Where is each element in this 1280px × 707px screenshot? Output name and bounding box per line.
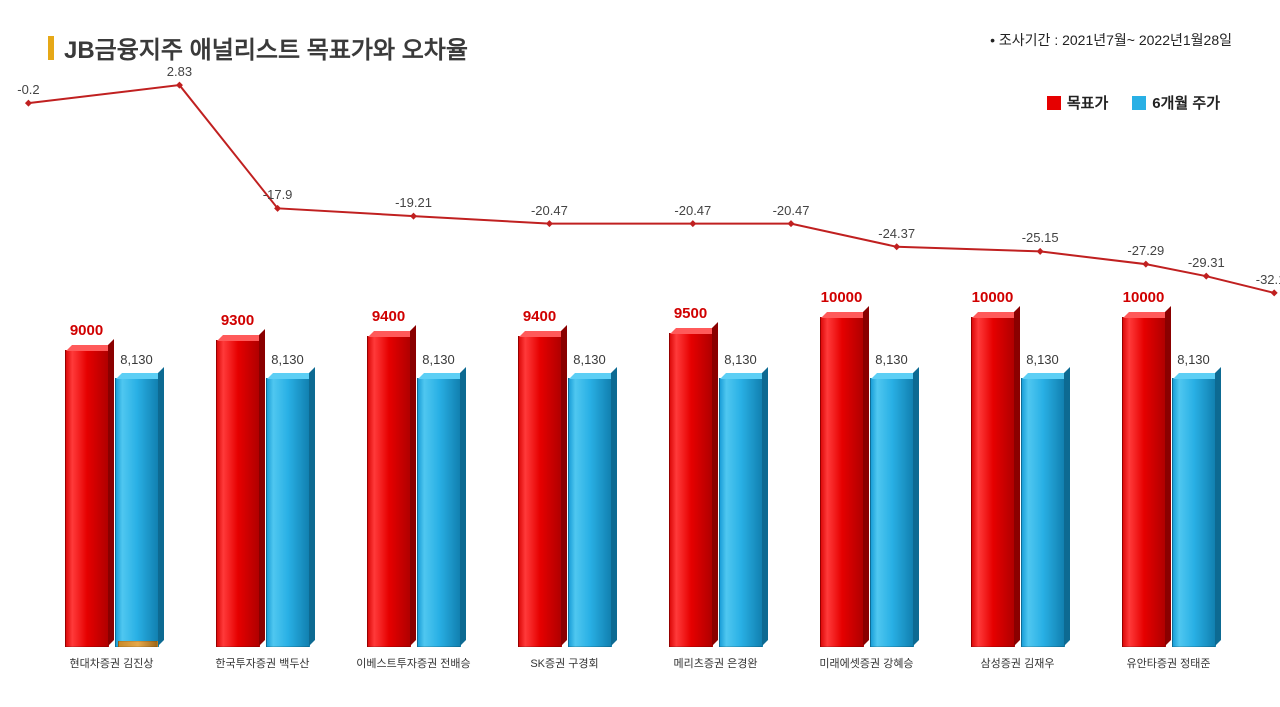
title-accent-marker	[48, 36, 54, 60]
error-rate-value-label: 2.83	[167, 64, 192, 79]
x-axis-label: 현대차증권 김진상	[36, 655, 187, 671]
bar-stub-orange	[118, 641, 158, 647]
error-rate-value-label: -25.15	[1022, 230, 1059, 245]
bar-target: 9400	[367, 336, 411, 647]
bar-chart-area: 90008,13093008,13094008,13094008,1309500…	[36, 300, 1244, 647]
bar-target-label: 10000	[821, 289, 863, 306]
bar-stock: 8,130	[870, 378, 914, 647]
bar-stock-label: 8,130	[875, 352, 908, 367]
bar-stock-label: 8,130	[573, 352, 606, 367]
bar-stock: 8,130	[115, 378, 159, 647]
x-axis-label: SK증권 구경회	[489, 655, 640, 671]
bar-stock-label: 8,130	[422, 352, 455, 367]
error-rate-value-label: -20.47	[674, 203, 711, 218]
bar-groups: 90008,13093008,13094008,13094008,1309500…	[36, 300, 1244, 647]
bar-group: 93008,130	[187, 300, 338, 647]
chart-title: JB금융지주 애널리스트 목표가와 오차율	[64, 30, 468, 65]
error-rate-marker	[410, 213, 417, 220]
bar-target: 9400	[518, 336, 562, 647]
x-axis-labels: 현대차증권 김진상한국투자증권 백두산이베스트투자증권 전배승SK증권 구경회메…	[36, 655, 1244, 671]
error-rate-value-label: -0.2	[17, 82, 39, 97]
error-rate-line-chart	[36, 80, 1244, 320]
bar-target: 9000	[65, 350, 109, 647]
bar-target: 10000	[971, 317, 1015, 647]
bar-target-label: 9400	[523, 308, 556, 325]
x-axis-label: 메리츠증권 은경완	[640, 655, 791, 671]
bar-target-label: 10000	[1123, 289, 1165, 306]
bar-group: 100008,130	[791, 300, 942, 647]
error-rate-marker	[546, 220, 553, 227]
bar-target: 9500	[669, 333, 713, 647]
error-rate-marker	[689, 220, 696, 227]
error-rate-value-label: -17.9	[263, 187, 293, 202]
survey-period-text: 조사기간 : 2021년7월~ 2022년1월28일	[999, 32, 1232, 48]
error-rate-marker	[1271, 289, 1278, 296]
bar-target-label: 9400	[372, 308, 405, 325]
x-axis-label: 이베스트투자증권 전배승	[338, 655, 489, 671]
bar-target-label: 10000	[972, 289, 1014, 306]
bar-target: 10000	[820, 317, 864, 647]
bar-stock-label: 8,130	[724, 352, 757, 367]
bar-target-label: 9500	[674, 305, 707, 322]
bar-group: 94008,130	[338, 300, 489, 647]
error-rate-value-label: -27.29	[1127, 243, 1164, 258]
x-axis-label: 한국투자증권 백두산	[187, 655, 338, 671]
error-rate-value-label: -19.21	[395, 195, 432, 210]
x-axis-label: 미래에셋증권 강혜승	[791, 655, 942, 671]
bar-stock: 8,130	[1021, 378, 1065, 647]
bar-target-label: 9000	[70, 322, 103, 339]
bar-target-label: 9300	[221, 312, 254, 329]
bar-stock: 8,130	[266, 378, 310, 647]
bar-stock-label: 8,130	[271, 352, 304, 367]
x-axis-label: 삼성증권 김재우	[942, 655, 1093, 671]
error-rate-value-label: -29.31	[1188, 255, 1225, 270]
bar-stock: 8,130	[568, 378, 612, 647]
bar-target: 10000	[1122, 317, 1166, 647]
error-rate-line	[28, 85, 1274, 293]
error-rate-value-label: -20.47	[773, 203, 810, 218]
bar-stock-label: 8,130	[120, 352, 153, 367]
bar-stock: 8,130	[417, 378, 461, 647]
error-rate-marker	[25, 100, 32, 107]
error-rate-marker	[893, 243, 900, 250]
error-rate-value-label: -24.37	[878, 226, 915, 241]
bar-group: 100008,130	[942, 300, 1093, 647]
bar-target: 9300	[216, 340, 260, 647]
error-rate-marker	[788, 220, 795, 227]
error-rate-marker	[1142, 261, 1149, 268]
error-rate-value-label: -20.47	[531, 203, 568, 218]
bar-group: 90008,130	[36, 300, 187, 647]
error-rate-marker	[1037, 248, 1044, 255]
bar-stock-label: 8,130	[1177, 352, 1210, 367]
error-rate-value-label: -32.13	[1256, 272, 1280, 287]
survey-period: • 조사기간 : 2021년7월~ 2022년1월28일	[990, 30, 1232, 50]
chart-header: JB금융지주 애널리스트 목표가와 오차율 • 조사기간 : 2021년7월~ …	[48, 30, 1232, 65]
bar-group: 100008,130	[1093, 300, 1244, 647]
x-axis-label: 유안타증권 정태준	[1093, 655, 1244, 671]
bar-stock: 8,130	[1172, 378, 1216, 647]
bar-group: 94008,130	[489, 300, 640, 647]
bar-stock-label: 8,130	[1026, 352, 1059, 367]
title-wrap: JB금융지주 애널리스트 목표가와 오차율	[48, 30, 468, 65]
bar-group: 95008,130	[640, 300, 791, 647]
error-rate-marker	[1203, 273, 1210, 280]
bar-stock: 8,130	[719, 378, 763, 647]
